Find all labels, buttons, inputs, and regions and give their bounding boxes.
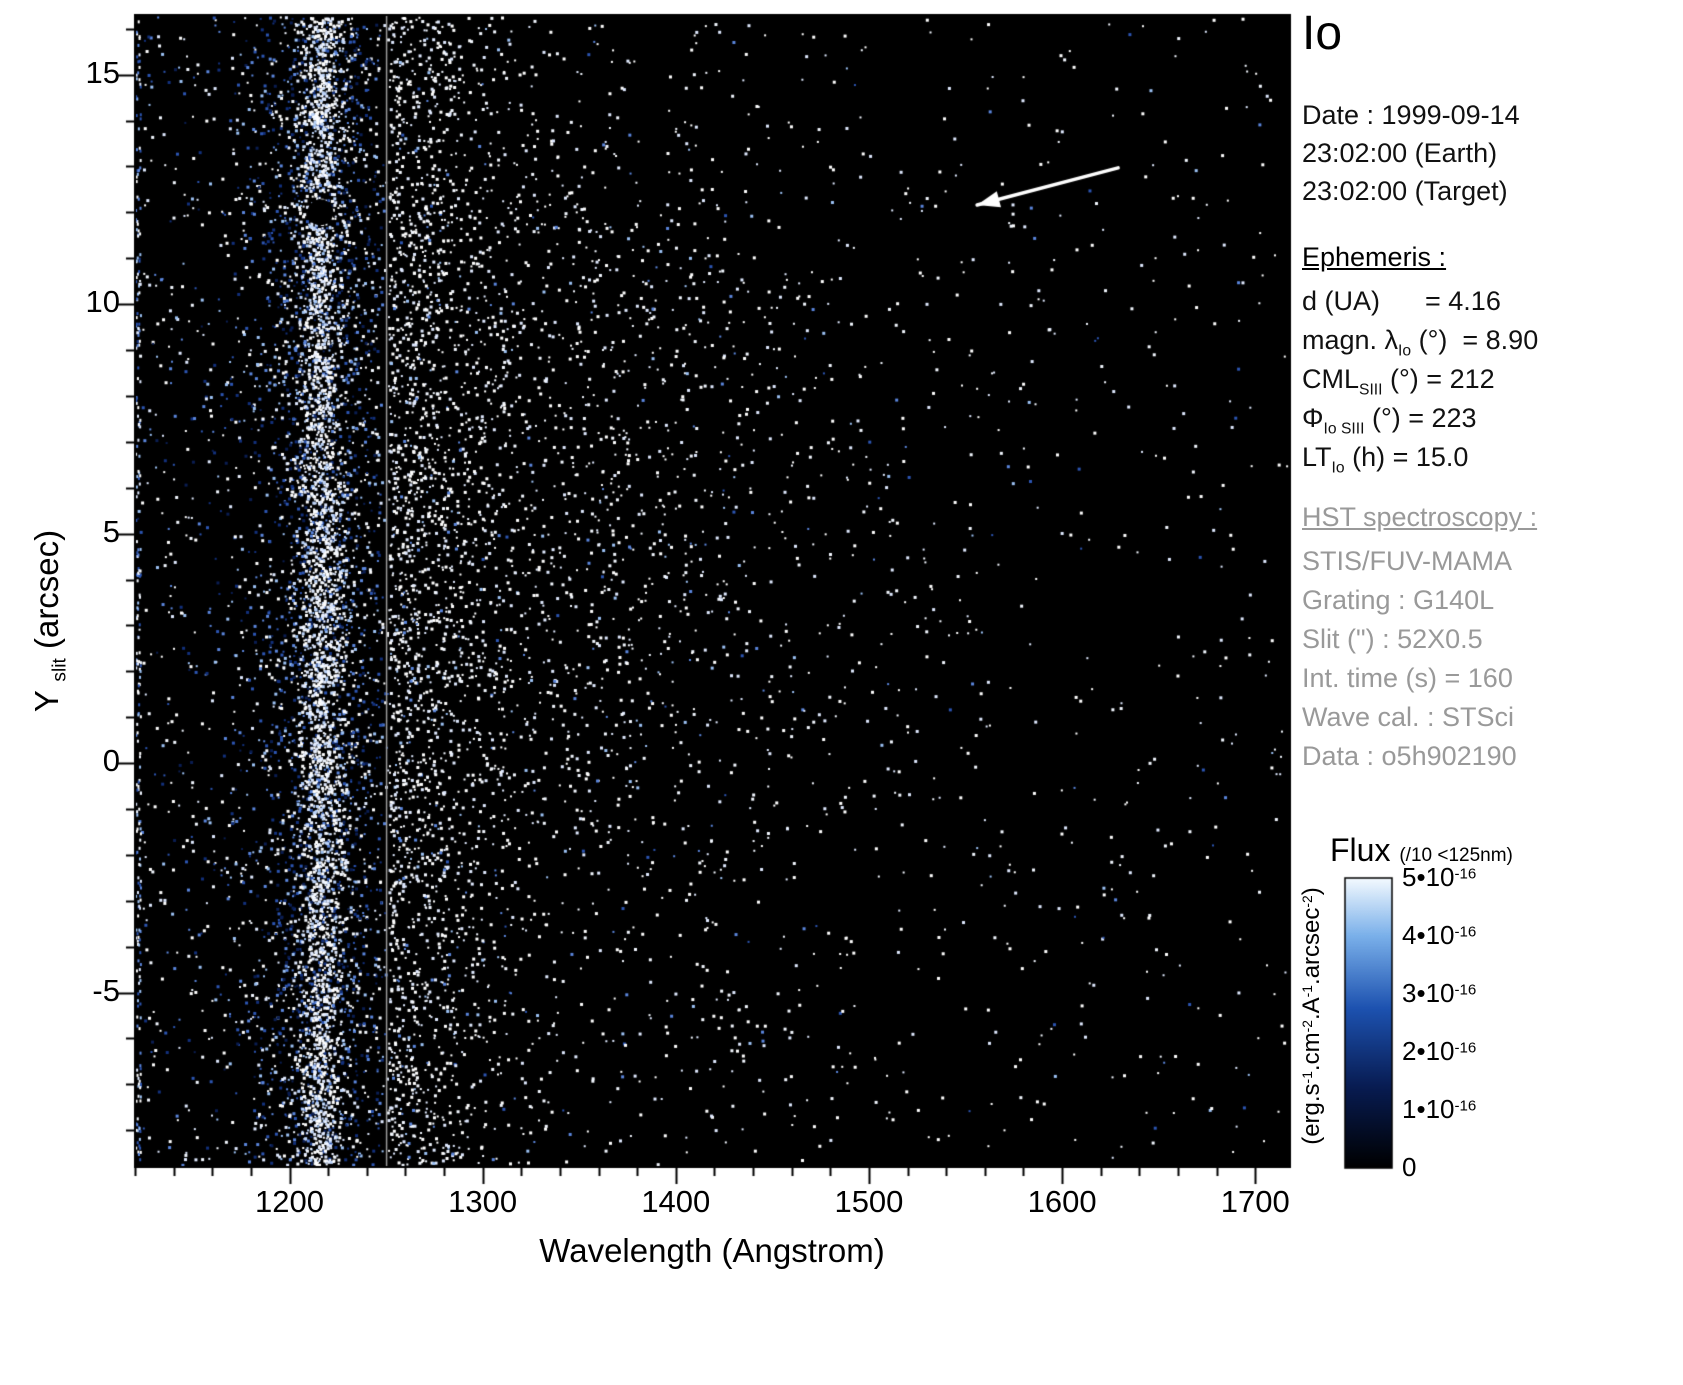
flux-label: Flux (/10 <125nm) [1330,832,1513,869]
colorbar-tick-label: 1•10-16 [1402,1094,1477,1124]
y-tick-label: 0 [102,743,120,779]
date-line: Date : 1999-09-14 [1302,100,1520,130]
x-tick-label: 1300 [448,1184,518,1219]
ephemeris-line: CMLSIII (°) = 212 [1302,364,1495,399]
y-tick-label: -5 [92,972,120,1008]
y-axis-label: Y slit (arcsec) [28,529,71,713]
date-line: 23:02:00 (Target) [1302,176,1508,206]
ephemeris-block: d (UA) = 4.16 magn. λIo (°) = 8.90 CMLSIII… [1302,282,1538,477]
hst-block: STIS/FUV-MAMA Grating : G140L Slit (") : 5… [1302,542,1517,776]
hst-line: Wave cal. : STSci [1302,702,1515,732]
colorbar-tick-label: 2•10-16 [1402,1036,1477,1066]
hst-line: STIS/FUV-MAMA [1302,546,1513,576]
x-tick-label: 1700 [1220,1184,1290,1219]
x-axis-label: Wavelength (Angstrom) [539,1232,885,1269]
colorbar-tick-label: 3•10-16 [1402,978,1477,1008]
x-tick-label: 1200 [255,1184,324,1219]
x-tick-label: 1600 [1027,1184,1097,1219]
ephemeris-header: Ephemeris : [1302,242,1447,272]
colorbar-tick-label: 5•10-16 [1402,862,1477,892]
flux-label-text: Flux [1330,832,1391,868]
y-tick-label: 10 [85,284,120,320]
x-tick-label: 1500 [834,1184,904,1219]
hst-line: Grating : G140L [1302,585,1495,615]
y-tick-label: 15 [85,54,120,90]
hst-line: Data : o5h902190 [1302,741,1517,771]
x-tick-label: 1400 [641,1184,711,1219]
ephemeris-line: magn. λIo (°) = 8.90 [1302,325,1539,360]
y-tick-label: 5 [102,513,120,549]
hst-line: Slit (") : 52X0.5 [1302,624,1483,654]
hst-line: Int. time (s) = 160 [1302,663,1513,693]
flux-label-note: (/10 <125nm) [1399,845,1513,866]
date-line: 23:02:00 (Earth) [1302,138,1498,168]
colorbar-tick-label: 4•10-16 [1402,920,1477,950]
ephemeris-line: LTIo (h) = 15.0 [1302,442,1469,477]
ephemeris-line: d (UA) = 4.16 [1302,286,1501,316]
colorbar-tick-label: 0 [1402,1152,1417,1182]
hst-header: HST spectroscopy : [1302,502,1538,532]
date-block: Date : 1999-09-14 23:02:00 (Earth) 23:02:0… [1302,96,1520,210]
plot-title: Io [1302,7,1343,60]
ephemeris-line: ΦIo SIII (°) = 223 [1302,403,1477,438]
colorbar-unit-label: (erg.s-1.cm-2.A-1.arcsec-2) [1298,887,1325,1145]
